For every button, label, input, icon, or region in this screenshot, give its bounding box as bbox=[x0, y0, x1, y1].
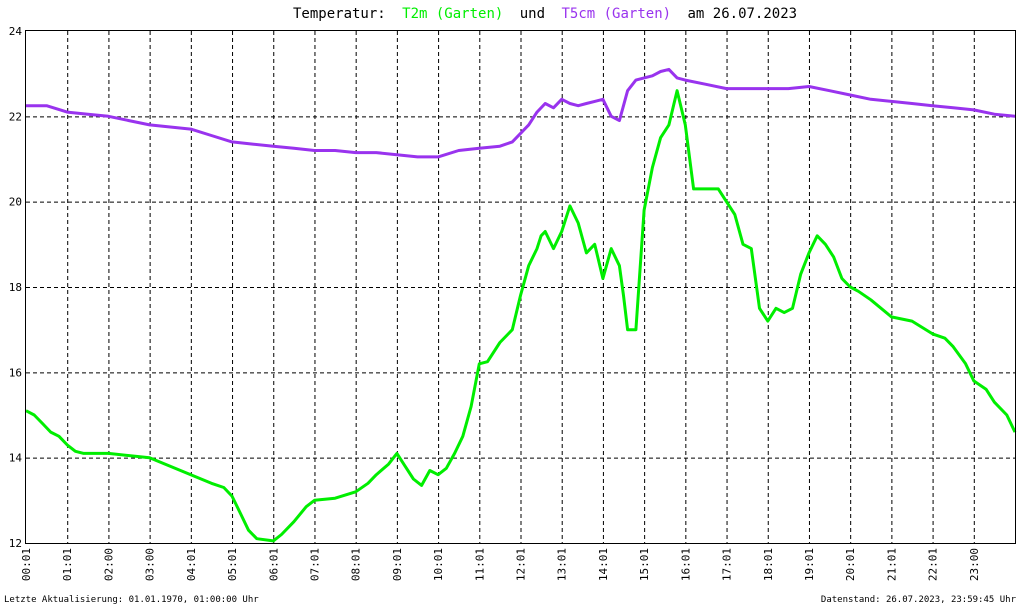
grid bbox=[26, 31, 1015, 543]
x-tick-label: 00:01 bbox=[20, 548, 33, 581]
plot-frame bbox=[25, 30, 1016, 544]
title-connector: und bbox=[520, 6, 545, 22]
x-tick-label: 23:00 bbox=[968, 548, 981, 581]
x-tick-label: 22:01 bbox=[927, 548, 940, 581]
x-tick-label: 20:01 bbox=[844, 548, 857, 581]
series-layer bbox=[25, 67, 1017, 543]
x-tick-label: 21:01 bbox=[885, 548, 898, 581]
x-tick-label: 10:01 bbox=[432, 548, 445, 581]
y-tick-label: 22 bbox=[9, 110, 22, 123]
title-series-t2m: T2m (Garten) bbox=[402, 6, 503, 22]
x-tick-label: 11:01 bbox=[473, 548, 486, 581]
chart-title: Temperatur: T2m (Garten) und T5cm (Garte… bbox=[293, 6, 797, 22]
y-tick-label: 18 bbox=[9, 281, 22, 294]
x-tick-label: 12:01 bbox=[515, 548, 528, 581]
title-prefix: Temperatur: bbox=[293, 6, 386, 22]
x-tick-label: 02:00 bbox=[102, 548, 115, 581]
y-tick-label: 16 bbox=[9, 366, 22, 379]
x-tick-label: 03:00 bbox=[144, 548, 157, 581]
footer-last-update: Letzte Aktualisierung: 01.01.1970, 01:00… bbox=[4, 595, 259, 605]
title-date: am 26.07.2023 bbox=[688, 6, 798, 22]
footer-data-status: Datenstand: 26.07.2023, 23:59:45 Uhr bbox=[821, 595, 1017, 605]
y-tick-label: 14 bbox=[9, 452, 23, 465]
y-tick-label: 20 bbox=[9, 196, 22, 209]
x-tick-label: 17:01 bbox=[721, 548, 734, 581]
x-tick-label: 01:01 bbox=[61, 548, 74, 581]
x-axis-labels: 00:01 01:01 02:00 03:00 04:01 05:01 06:01 07:01… bbox=[20, 548, 981, 581]
x-tick-label: 19:01 bbox=[803, 548, 816, 581]
x-tick-label: 16:01 bbox=[679, 548, 692, 581]
x-tick-label: 13:01 bbox=[556, 548, 569, 581]
series-line-t5cm bbox=[26, 67, 1016, 159]
x-tick-label: 05:01 bbox=[226, 548, 239, 581]
y-axis-labels: 12 14 16 18 20 22 24 bbox=[9, 25, 23, 550]
x-tick-label: 09:01 bbox=[391, 548, 404, 581]
y-tick-label: 24 bbox=[9, 25, 23, 38]
x-tick-label: 15:01 bbox=[638, 548, 651, 581]
x-tick-label: 06:01 bbox=[267, 548, 280, 581]
title-series-t5cm: T5cm (Garten) bbox=[561, 6, 671, 22]
x-tick-label: 14:01 bbox=[597, 548, 610, 581]
x-tick-label: 04:01 bbox=[185, 548, 198, 581]
series-line-t2m bbox=[25, 89, 1017, 543]
y-tick-label: 12 bbox=[9, 537, 22, 550]
x-tick-label: 07:01 bbox=[308, 548, 321, 581]
x-tick-label: 18:01 bbox=[762, 548, 775, 581]
x-tick-label: 08:01 bbox=[350, 548, 363, 581]
